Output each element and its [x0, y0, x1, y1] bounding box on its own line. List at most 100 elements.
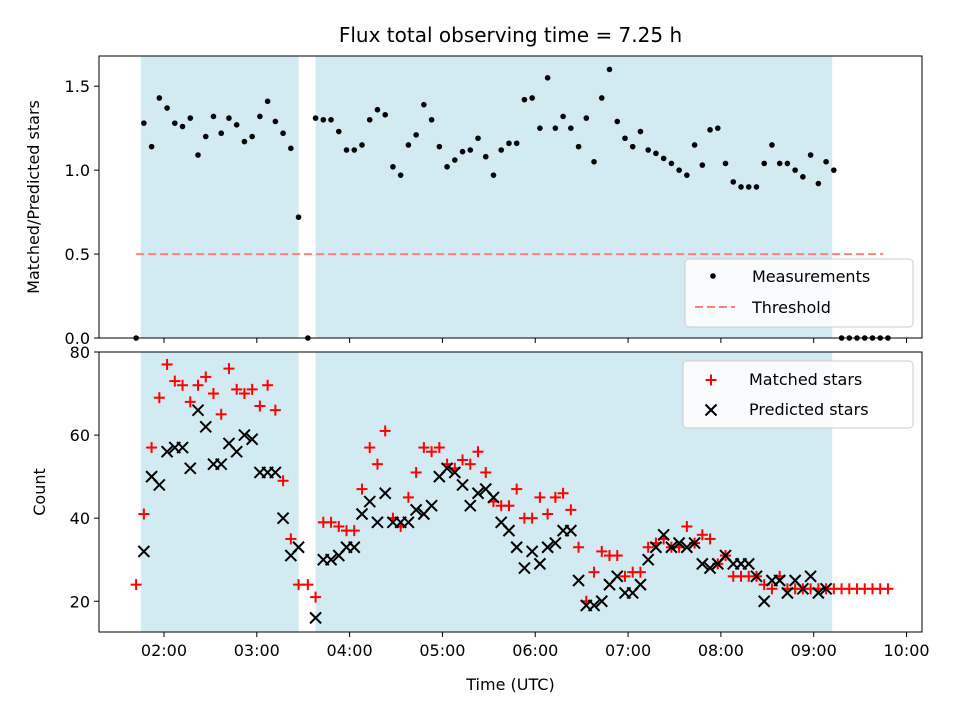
matched-star-point: [418, 442, 430, 454]
measurement-point: [195, 152, 201, 158]
measurement-point: [800, 174, 806, 180]
matched-star-point: [246, 383, 258, 395]
measurement-point: [233, 122, 240, 128]
predicted-star-point: [456, 478, 469, 492]
measurement-point: [202, 133, 209, 140]
y-tick-label: 20: [70, 592, 90, 611]
matched-star-point: [379, 425, 391, 437]
measurement-point: [272, 118, 279, 125]
measurement-point: [397, 172, 404, 178]
predicted-star-point: [750, 570, 763, 583]
measurement-point: [351, 147, 358, 153]
matched-star-point: [184, 396, 196, 408]
bottom-y-axis-label: Count: [30, 468, 49, 516]
matched-star-point: [200, 371, 212, 383]
bottom-legend: Matched stars Predicted stars: [682, 360, 914, 429]
predicted-star-point: [703, 561, 717, 575]
measurement-point: [179, 123, 186, 130]
measurement-point: [382, 111, 388, 118]
measurement-point: [645, 147, 651, 153]
measurement-point: [506, 140, 512, 147]
matched-star-point: [348, 525, 360, 537]
y-tick-label: 60: [70, 426, 90, 445]
top-axis-ticks: 0.0 0.5 1.0 1.5: [65, 77, 908, 348]
predicted-star-point: [672, 536, 686, 550]
matched-star-point: [480, 466, 492, 478]
matched-star-point: [146, 442, 158, 454]
measurement-point: [498, 147, 505, 153]
predicted-star-point: [324, 553, 338, 566]
measurement-point: [444, 163, 450, 170]
legend-plus-glyph: [705, 374, 717, 386]
shaded-interval: [140, 352, 299, 632]
predicted-star-point: [191, 403, 205, 417]
measurement-point: [761, 160, 768, 167]
matched-star-point: [433, 442, 445, 454]
measurement-point: [784, 160, 791, 167]
measurement-point: [436, 143, 443, 150]
predicted-star-point: [541, 541, 554, 554]
matched-star-point: [231, 383, 243, 395]
matched-star-point: [364, 442, 376, 454]
matched-star-point: [464, 458, 476, 470]
matched-star-point: [402, 491, 414, 503]
measurement-point: [210, 113, 217, 120]
matched-star-point: [511, 483, 523, 495]
measurement-point: [405, 142, 412, 148]
y-tick-label: 40: [70, 509, 90, 528]
predicted-star-point: [371, 516, 384, 529]
measurement-point: [730, 179, 737, 185]
predicted-star-point: [409, 503, 423, 517]
predicted-star-point: [153, 478, 166, 492]
measurement-point: [807, 152, 814, 158]
matched-star-point: [254, 400, 266, 412]
predicted-star-point: [245, 433, 259, 446]
measurement-point: [792, 167, 798, 173]
measurement-point: [312, 115, 319, 121]
measurement-point: [575, 143, 582, 150]
measurement-point: [722, 160, 729, 167]
measurement-point: [769, 142, 775, 148]
matched-star-point: [882, 583, 894, 595]
predicted-star-point: [348, 541, 361, 554]
legend-matched-label: Matched stars: [749, 370, 862, 389]
predicted-star-point: [448, 466, 462, 479]
predicted-star-point: [160, 445, 174, 458]
predicted-star-point: [440, 462, 454, 475]
measurement-point: [552, 125, 559, 131]
measurement-point: [591, 158, 597, 165]
x-tick-label: 06:00: [512, 641, 558, 660]
measurement-point: [598, 95, 605, 101]
predicted-star-point: [587, 599, 601, 612]
measurement-point: [187, 115, 194, 121]
measurement-point: [295, 214, 302, 220]
matched-star-point: [534, 491, 546, 503]
measurement-point: [606, 66, 613, 73]
matched-star-point: [526, 512, 538, 524]
predicted-star-point: [781, 586, 794, 600]
measurement-point: [529, 95, 535, 101]
predicted-star-point: [378, 487, 392, 500]
chart-title: Flux total observing time = 7.25 h: [339, 23, 682, 47]
predicted-star-point: [819, 582, 833, 596]
matched-star-point: [573, 541, 585, 553]
y-tick-label: 1.0: [65, 161, 90, 180]
measurement-point: [413, 132, 419, 138]
matched-star-point: [161, 358, 173, 370]
measurement-point: [249, 133, 255, 140]
measurement-point: [637, 128, 644, 135]
matched-star-point: [269, 404, 281, 416]
predicted-star-point: [292, 541, 305, 554]
predicted-star-point: [487, 491, 500, 504]
measurement-point: [320, 116, 327, 123]
y-tick-label: 0.5: [65, 245, 90, 264]
predicted-star-point: [696, 557, 709, 571]
legend-matched-marker: [705, 374, 717, 386]
matched-star-point: [588, 566, 600, 578]
predicted-star-point: [595, 595, 608, 608]
measurement-point: [707, 127, 713, 133]
predicted-star-point: [464, 499, 477, 512]
measurement-point: [366, 116, 373, 123]
predicted-star-point: [269, 466, 282, 479]
matched-star-point: [285, 533, 297, 545]
